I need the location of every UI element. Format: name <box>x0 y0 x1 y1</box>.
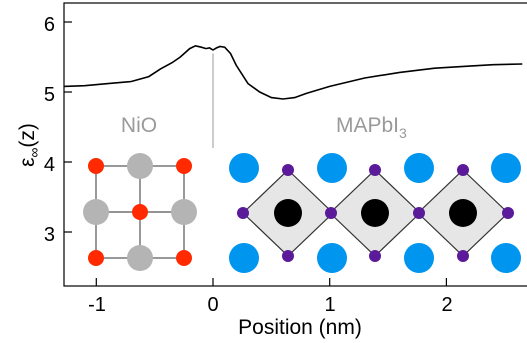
x-tick-label: 1 <box>324 294 335 316</box>
iodine-atom <box>457 250 469 262</box>
iodine-atom <box>325 207 337 219</box>
svg-text:ε∞(z): ε∞(z) <box>16 123 42 167</box>
nio-structure-illustration <box>83 153 197 271</box>
iodine-atom <box>282 164 294 176</box>
ma-cation <box>404 243 434 273</box>
nickel-atom <box>83 199 109 225</box>
ma-cation <box>491 153 521 183</box>
x-tick-label: 2 <box>441 294 452 316</box>
y-axis-title-main: ε <box>16 158 39 167</box>
y-tick-labels: 3 4 5 6 <box>44 14 55 246</box>
y-tick-label: 6 <box>44 14 55 36</box>
mapbi3-label-main: MAPbI <box>336 114 399 137</box>
nickel-atom <box>127 245 153 271</box>
iodine-atom <box>369 250 381 262</box>
y-axis-title-suffix: (z) <box>16 123 39 148</box>
mapbi3-label-subscript: 3 <box>399 125 407 141</box>
ma-cation <box>317 153 347 183</box>
iodine-atom <box>502 207 514 219</box>
y-tick-label: 5 <box>44 84 55 106</box>
oxygen-atom <box>88 250 104 266</box>
ma-cation <box>317 243 347 273</box>
oxygen-atom <box>88 158 104 174</box>
y-axis-title-subscript: ∞ <box>26 148 42 158</box>
nickel-atom <box>171 199 197 225</box>
mapbi3-region-label: MAPbI3 <box>336 114 407 141</box>
nio-region-label: NiO <box>121 114 157 137</box>
ma-cation <box>491 243 521 273</box>
x-tick-label: 0 <box>207 294 218 316</box>
iodine-atom <box>457 164 469 176</box>
lead-atom <box>449 199 477 227</box>
y-axis-title: ε∞(z) <box>16 123 42 167</box>
y-tick-label: 3 <box>44 224 55 246</box>
iodine-atom <box>282 250 294 262</box>
iodine-atom <box>369 164 381 176</box>
oxygen-atom <box>132 204 148 220</box>
y-tick-label: 4 <box>44 154 55 176</box>
data-series-line <box>63 44 523 100</box>
ma-cation <box>229 153 259 183</box>
nickel-atom <box>127 153 153 179</box>
oxygen-atom <box>176 250 192 266</box>
iodine-atom <box>237 207 249 219</box>
x-tick-labels: -1 0 1 2 <box>88 294 452 316</box>
lead-atom <box>361 199 389 227</box>
ma-cation <box>229 243 259 273</box>
oxygen-atom <box>176 158 192 174</box>
plot-frame <box>63 2 527 287</box>
mapbi3-structure-illustration <box>229 153 521 273</box>
iodine-atom <box>413 207 425 219</box>
ma-cation <box>404 153 434 183</box>
lead-atom <box>274 199 302 227</box>
x-tick-label: -1 <box>88 294 106 316</box>
axis-ticks <box>64 21 447 286</box>
x-axis-title: Position (nm) <box>238 316 362 339</box>
